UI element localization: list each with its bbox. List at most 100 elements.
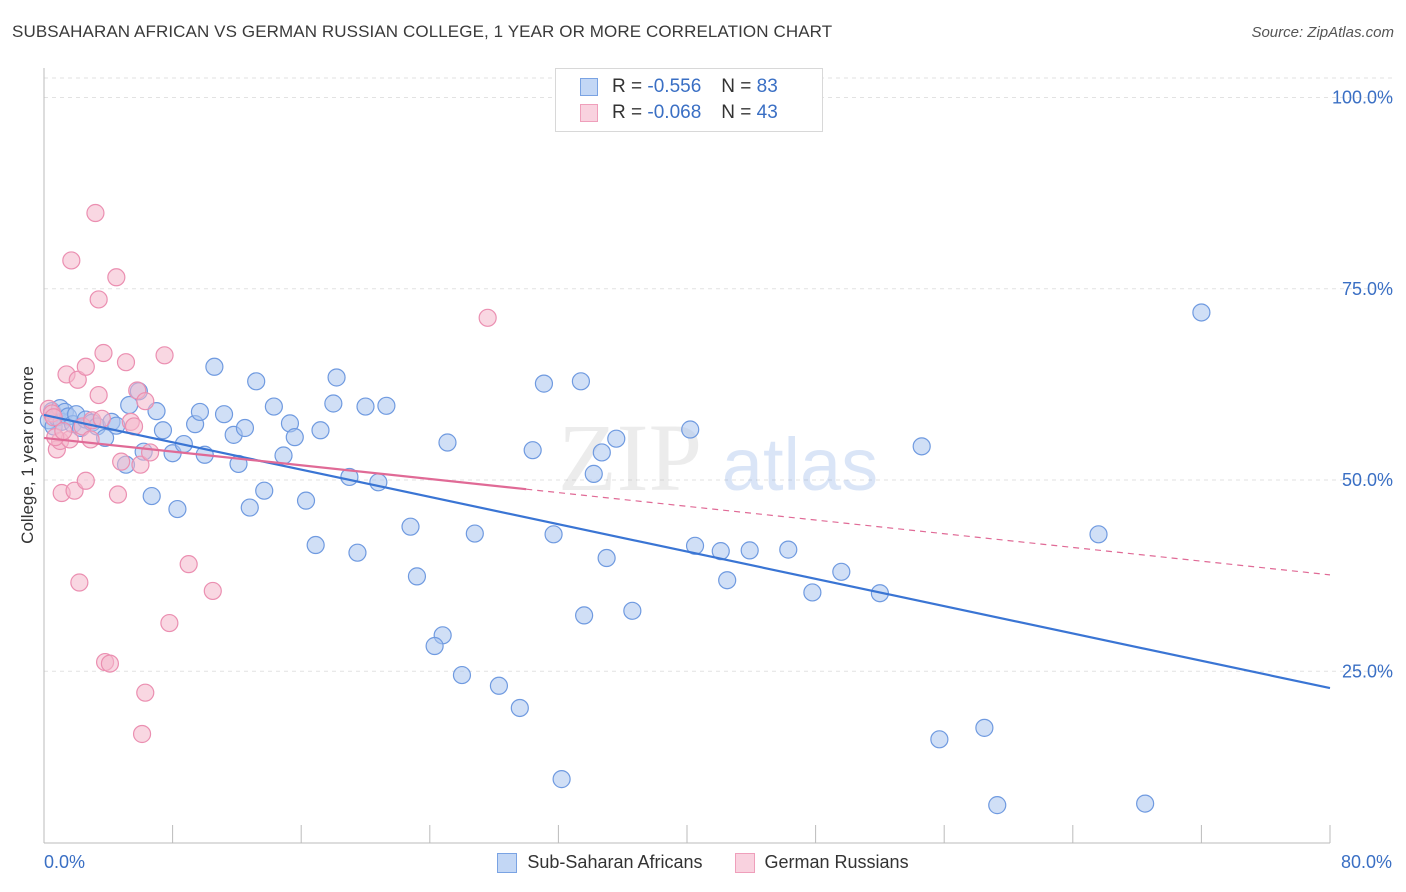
- data-point: [803, 583, 822, 602]
- trend-lines: [43, 413, 1331, 690]
- data-point: [153, 421, 173, 440]
- data-point: [607, 429, 626, 448]
- n-value: 43: [756, 102, 778, 123]
- grid-lines: [44, 77, 1392, 672]
- y-axis-label: College, 1 year or more: [18, 366, 37, 544]
- data-point: [1089, 525, 1108, 544]
- data-point: [155, 346, 174, 365]
- data-point: [324, 394, 343, 413]
- data-point: [89, 290, 108, 309]
- data-point: [718, 571, 737, 590]
- stats-row-pink: R = -0.068 N = 43: [580, 101, 778, 125]
- data-point: [274, 446, 293, 465]
- y-tick-label: 50.0%: [1342, 470, 1393, 490]
- data-point: [76, 471, 95, 490]
- n-label: N =: [721, 102, 752, 123]
- data-point: [70, 573, 89, 592]
- data-point: [478, 308, 497, 327]
- data-point: [81, 430, 100, 449]
- data-point: [296, 491, 316, 510]
- legend-label: Sub-Saharan Africans: [527, 852, 703, 872]
- x-tick-label-min: 0.0%: [44, 852, 86, 872]
- legend-label: German Russians: [764, 852, 909, 872]
- data-point: [160, 613, 179, 633]
- data-point: [142, 486, 161, 506]
- legend-swatch-pink: [580, 104, 598, 122]
- data-point: [108, 485, 128, 504]
- data-point: [306, 535, 325, 555]
- data-point: [571, 372, 591, 391]
- data-point: [407, 567, 427, 586]
- data-point: [214, 405, 234, 424]
- legend-swatch-blue: [497, 852, 518, 873]
- watermark-zip: ZIP: [558, 404, 702, 511]
- data-point: [132, 724, 152, 744]
- data-point: [356, 397, 375, 416]
- data-point: [131, 455, 150, 474]
- data-point: [62, 251, 81, 270]
- data-point: [623, 601, 642, 620]
- data-point: [235, 418, 255, 438]
- data-point: [779, 540, 798, 559]
- series-german-russians: [39, 203, 497, 744]
- data-point: [681, 420, 700, 439]
- data-point: [190, 402, 210, 422]
- data-point: [264, 397, 283, 416]
- axes: [43, 68, 1331, 844]
- y-tick-label: 25.0%: [1342, 661, 1393, 681]
- data-point: [523, 441, 542, 460]
- data-point: [86, 203, 105, 223]
- data-point: [255, 481, 274, 500]
- data-point: [1192, 303, 1211, 322]
- data-point: [912, 437, 931, 456]
- n-value: 83: [756, 76, 778, 97]
- data-point: [89, 385, 108, 405]
- data-point: [1136, 794, 1155, 813]
- data-point: [552, 770, 571, 789]
- data-point: [575, 606, 594, 625]
- series-sub-saharan-africans: [39, 303, 1211, 815]
- watermark: ZIP atlas: [558, 404, 878, 511]
- trend-line-pink: [43, 436, 527, 491]
- data-point: [544, 525, 563, 544]
- data-point: [140, 443, 160, 462]
- legend-swatch-blue: [580, 78, 598, 96]
- series-legend: Sub-Saharan Africans German Russians: [0, 852, 1406, 873]
- y-tick-label: 100.0%: [1332, 88, 1393, 108]
- data-point: [92, 409, 111, 428]
- data-point: [179, 555, 198, 574]
- data-point: [465, 524, 484, 543]
- data-point: [592, 443, 611, 462]
- data-point: [534, 374, 554, 393]
- data-point: [988, 796, 1007, 815]
- data-point: [930, 730, 949, 749]
- data-point: [203, 581, 222, 601]
- data-point: [247, 372, 266, 391]
- data-point: [489, 676, 509, 695]
- data-point: [401, 517, 420, 536]
- data-point: [377, 396, 396, 415]
- legend-item-sub-saharan-africans[interactable]: Sub-Saharan Africans: [497, 852, 703, 873]
- data-point: [68, 370, 87, 389]
- data-point: [94, 343, 113, 363]
- data-point: [584, 464, 603, 483]
- data-point: [327, 368, 346, 387]
- trend-line-pink-dashed: [526, 488, 1331, 576]
- legend-swatch-pink: [734, 852, 755, 873]
- legend-item-german-russians[interactable]: German Russians: [734, 852, 909, 873]
- stats-row-blue: R = -0.556 N = 83: [580, 75, 778, 99]
- r-label: R =: [612, 102, 643, 123]
- data-point: [975, 718, 994, 737]
- x-tick-label-max: 80.0%: [1340, 852, 1392, 872]
- r-value: -0.556: [647, 76, 702, 97]
- data-point: [510, 698, 529, 718]
- r-label: R =: [612, 76, 643, 97]
- source-label: Source: ZipAtlas.com: [1251, 24, 1394, 41]
- data-point: [348, 543, 367, 562]
- data-point: [76, 357, 95, 376]
- data-point: [425, 636, 444, 656]
- data-point: [740, 541, 759, 560]
- data-point: [136, 683, 155, 702]
- y-tick-labels: 25.0% 50.0% 75.0% 100.0%: [1332, 88, 1393, 682]
- data-point: [100, 654, 120, 673]
